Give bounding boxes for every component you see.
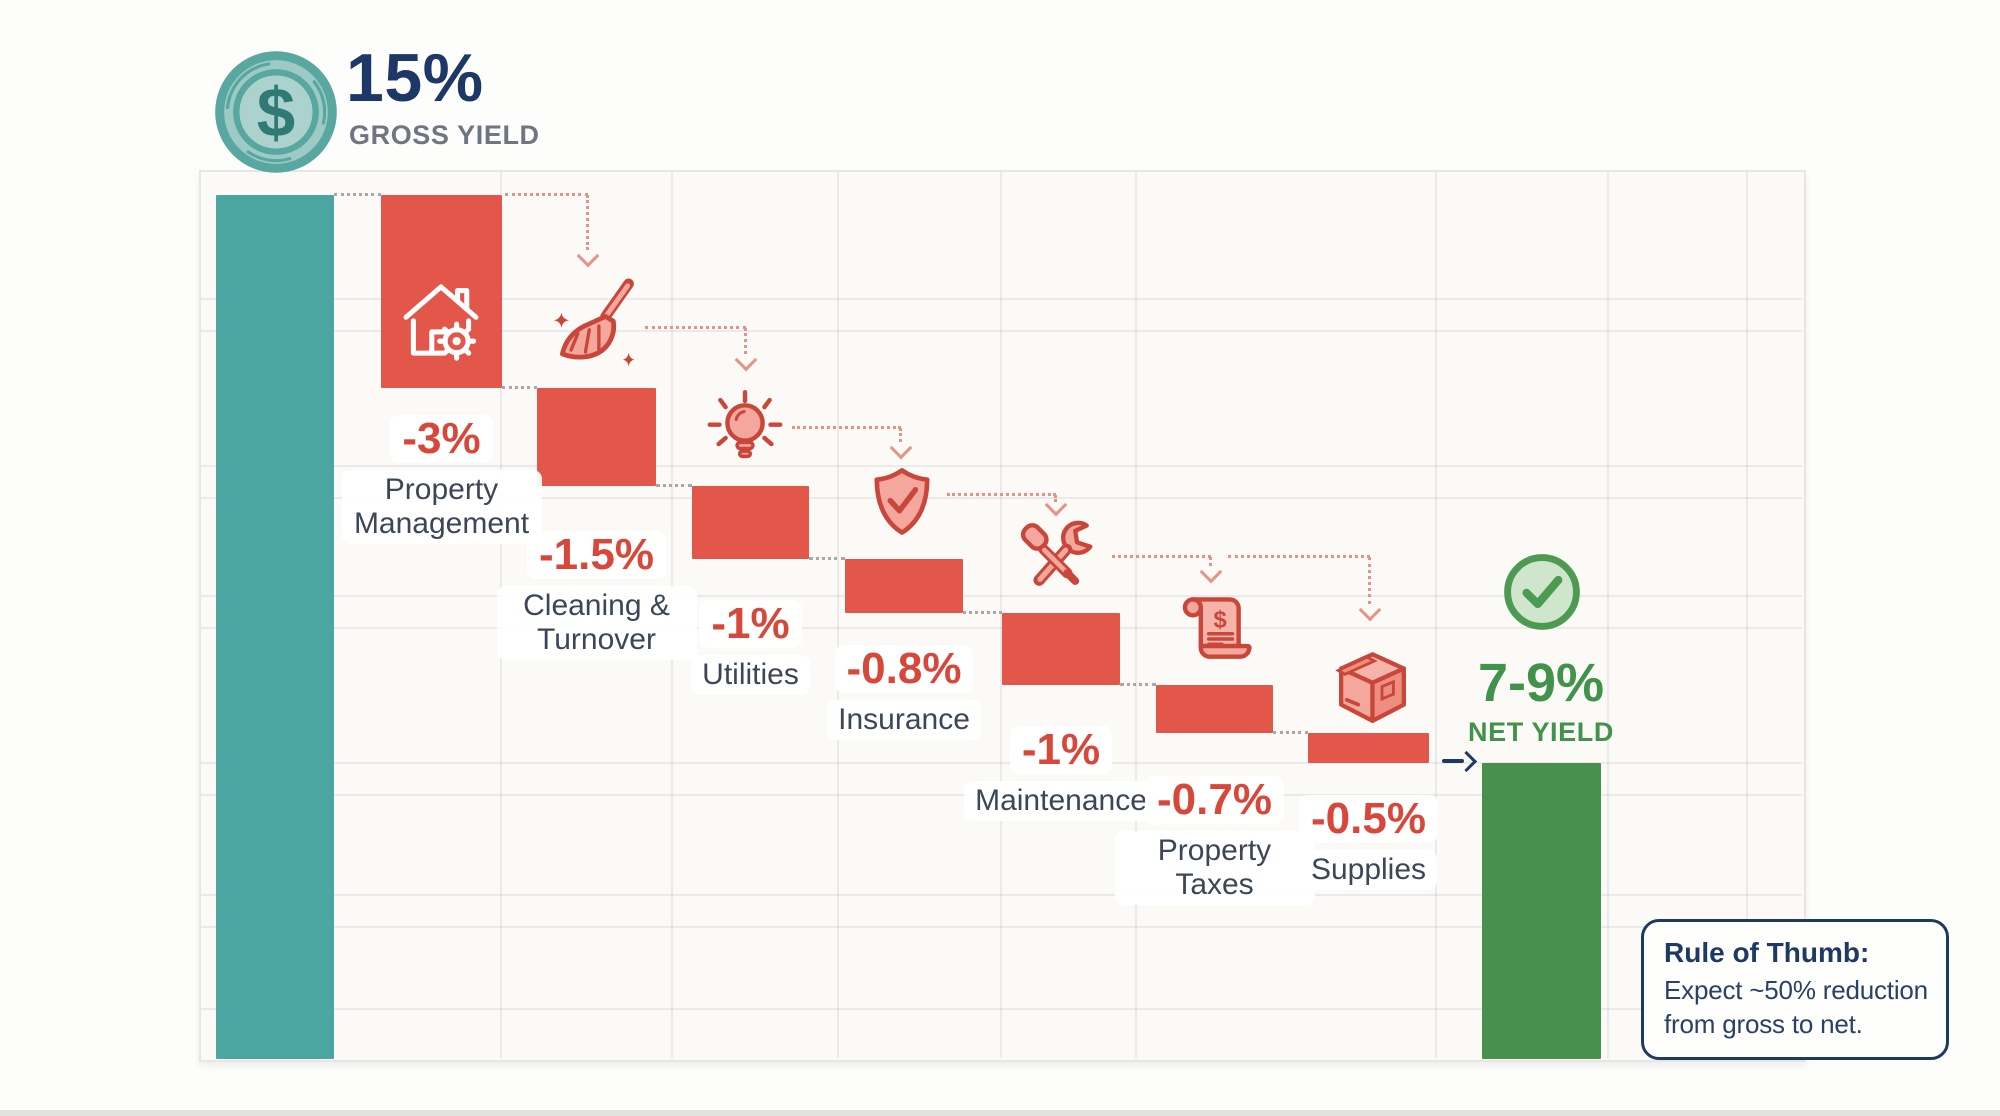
bottom-edge-band (0, 1110, 2000, 1116)
plot-gridline-horizontal (201, 330, 1802, 332)
broom-icon (548, 278, 644, 374)
dollar-coin-icon: $ (212, 48, 340, 176)
rule-of-thumb-box: Rule of Thumb: Expect ~50% reduction fro… (1641, 919, 1949, 1060)
step-name-label: Maintenance (964, 781, 1158, 822)
lightbulb-icon (701, 386, 789, 474)
step-label-utilities: -1% Utilities (636, 600, 866, 696)
flow-dotted-line (792, 426, 901, 429)
step-connector-line (963, 611, 1002, 614)
step-connector-line (1120, 683, 1156, 686)
flow-dotted-line (744, 328, 747, 354)
flow-dotted-line (505, 193, 588, 196)
flow-dotted-line (1228, 555, 1370, 558)
step-label-property-management: -3% Property Management (327, 415, 557, 544)
svg-text:$: $ (1214, 607, 1227, 634)
step-delta-label: -1% (699, 600, 802, 649)
step-delta-label: -0.7% (1145, 776, 1284, 825)
step-label-supplies: -0.5% Supplies (1254, 795, 1484, 891)
step-delta-label: -0.5% (1299, 795, 1438, 844)
gross-yield-callout: 15% GROSS YIELD (346, 44, 540, 151)
check-circle-icon (1499, 549, 1585, 635)
step-connector-line (809, 557, 845, 560)
step-bar-maintenance (1002, 613, 1120, 685)
step-connector-line (502, 386, 537, 389)
plot-gridline-horizontal (201, 627, 1802, 629)
step-name-label: Insurance (827, 700, 981, 741)
receipt-icon: $ (1170, 588, 1258, 676)
box-icon (1325, 641, 1420, 736)
net-yield-bar (1482, 763, 1601, 1059)
step-delta-label: -0.8% (834, 645, 974, 694)
step-bar-property-management (381, 195, 502, 388)
svg-text:$: $ (257, 73, 295, 151)
shield-check-icon (860, 462, 944, 546)
flow-dotted-line (1209, 557, 1212, 566)
flow-dotted-line (1368, 557, 1371, 604)
step-delta-label: -1.5% (527, 531, 666, 580)
net-yield-label: NET YIELD (1468, 717, 1614, 747)
step-bar-supplies (1308, 733, 1429, 763)
step-label-insurance: -0.8% Insurance (789, 645, 1019, 741)
plot-gridline-horizontal (201, 762, 1802, 764)
step-connector-line (334, 193, 381, 196)
step-bar-utilities (692, 486, 809, 559)
step-name-label: Utilities (691, 655, 810, 696)
plot-gridline-horizontal (201, 298, 1802, 300)
plot-gridline-vertical (1435, 172, 1437, 1058)
rule-of-thumb-line: from gross to net. (1664, 1008, 1863, 1039)
plot-gridline-vertical (1135, 172, 1137, 1058)
gross-yield-value: 15% (346, 40, 484, 116)
rule-of-thumb-line: Expect ~50% reduction (1664, 975, 1928, 1005)
step-bar-property-taxes (1156, 685, 1273, 733)
step-delta-label: -3% (390, 415, 493, 464)
net-yield-callout: 7-9% NET YIELD (1426, 656, 1656, 748)
gross-yield-label: GROSS YIELD (349, 120, 540, 150)
plot-gridline-vertical (1607, 172, 1609, 1058)
step-name-label: Property Taxes (1114, 831, 1315, 905)
plot-gridline-vertical (1746, 172, 1748, 1058)
step-name-label: Cleaning & Turnover (496, 586, 697, 660)
step-bar-insurance (845, 559, 963, 613)
step-label-maintenance: -1% Maintenance (946, 726, 1176, 822)
plot-gridline-horizontal (201, 926, 1802, 928)
plot-gridline-vertical (837, 172, 839, 1058)
rule-of-thumb-title: Rule of Thumb: (1664, 937, 1870, 968)
plot-gridline-horizontal (201, 595, 1802, 597)
flow-dotted-line (947, 493, 1056, 496)
plot-gridline-horizontal (201, 1008, 1802, 1010)
tools-icon (1011, 515, 1099, 603)
step-connector-line (656, 484, 692, 487)
step-bar-cleaning-turnover (537, 388, 656, 486)
plot-gridline-horizontal (201, 497, 1802, 499)
step-delta-label: -1% (1009, 726, 1113, 775)
step-label-cleaning-turnover: -1.5% Cleaning & Turnover (482, 531, 712, 660)
step-label-property-taxes: -0.7% Property Taxes (1100, 776, 1330, 905)
net-arrow-line (1442, 759, 1464, 763)
plot-gridline-vertical (1000, 172, 1002, 1058)
house-gear-icon (395, 274, 487, 366)
plot-gridline-horizontal (201, 465, 1802, 467)
step-name-label: Supplies (1299, 850, 1438, 891)
flow-dotted-line (645, 326, 746, 329)
plot-gridline-horizontal (201, 894, 1802, 896)
step-name-label: Property Management (341, 470, 542, 544)
gross-yield-bar (216, 195, 334, 1059)
net-yield-value: 7-9% (1477, 653, 1605, 713)
flow-dotted-line (586, 195, 589, 250)
flow-dotted-line (1112, 555, 1211, 558)
flow-dotted-line (1054, 495, 1057, 499)
step-connector-line (1273, 731, 1308, 734)
flow-dotted-line (899, 428, 902, 442)
